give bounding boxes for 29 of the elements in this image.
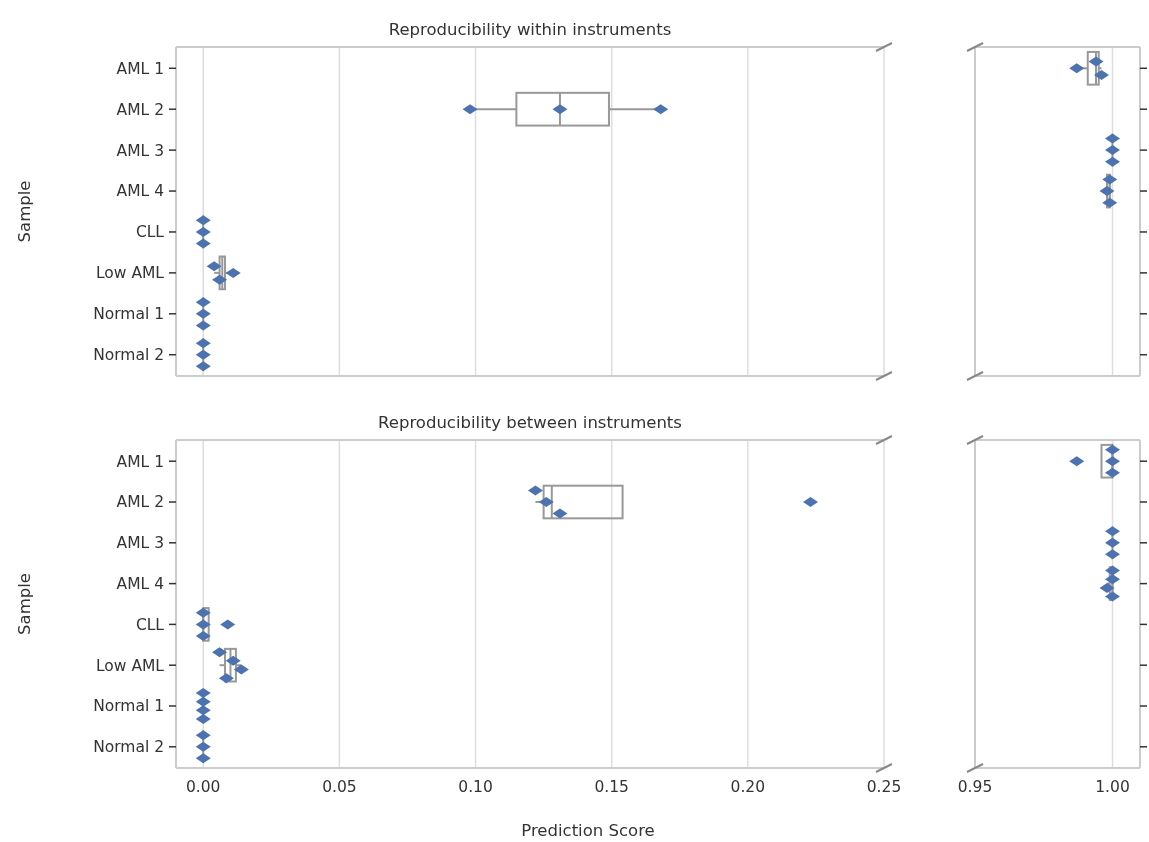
y-tick-label: Normal 1 (93, 305, 164, 324)
x-tick-label: 0.20 (730, 778, 766, 796)
x-tick-label: 0.00 (185, 778, 221, 796)
x-tick-label: 1.00 (1095, 778, 1130, 796)
y-tick-label: AML 4 (116, 575, 164, 594)
x-tick-label: 0.25 (866, 778, 902, 796)
y-tick-label: AML 1 (116, 59, 164, 78)
y-tick-label: AML 2 (116, 493, 164, 512)
x-tick-label: 0.95 (957, 778, 993, 796)
chart-title: Reproducibility between instruments (378, 413, 682, 432)
y-tick-label: AML 3 (116, 141, 164, 160)
y-tick-label: Low AML (95, 656, 165, 675)
y-tick-label: Normal 1 (93, 697, 164, 716)
y-tick-label: CLL (135, 615, 165, 634)
y-tick-label: CLL (135, 223, 165, 242)
y-tick-label: AML 4 (116, 182, 164, 201)
y-tick-label: AML 1 (116, 452, 164, 471)
y-tick-label: AML 2 (116, 100, 164, 119)
x-tick-label: 0.05 (322, 778, 357, 796)
y-tick-label: Low AML (95, 264, 165, 283)
y-tick-label: Normal 2 (93, 346, 164, 365)
y-axis-title: Sample (15, 573, 34, 635)
x-axis-title: Prediction Score (521, 821, 655, 840)
x-tick-label: 0.15 (594, 778, 629, 796)
x-tick-label: 0.10 (458, 778, 493, 796)
chart-title: Reproducibility within instruments (388, 20, 672, 39)
y-axis-title: Sample (15, 180, 34, 243)
y-tick-label: AML 3 (116, 534, 164, 553)
y-tick-label: Normal 2 (93, 738, 164, 757)
